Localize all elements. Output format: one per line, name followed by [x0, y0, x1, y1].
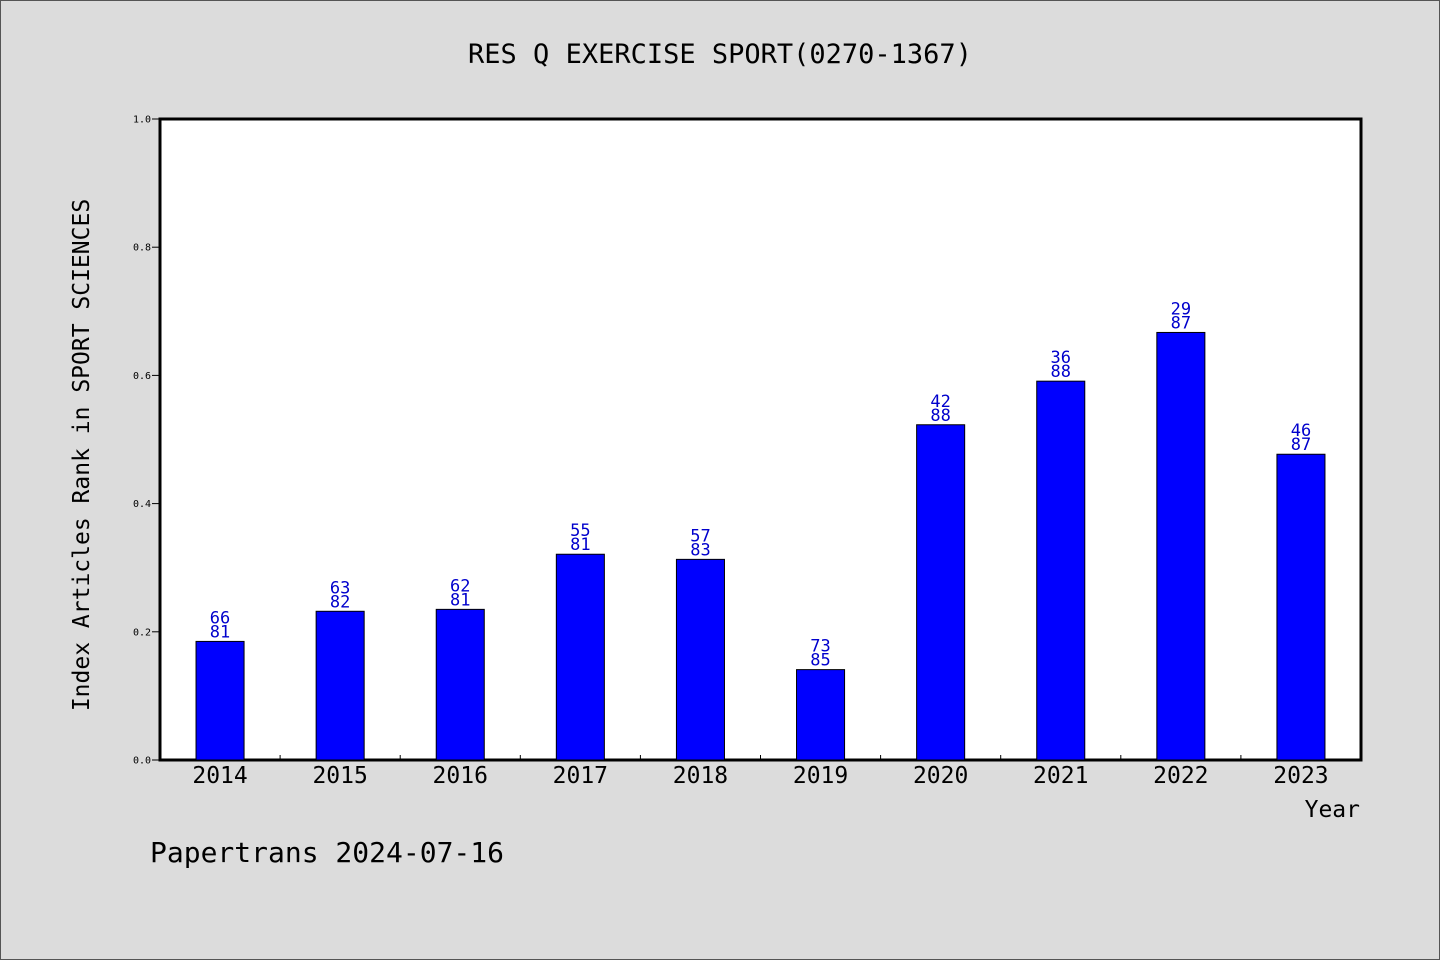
bar: [675, 558, 725, 761]
y-tick-label: 0.6: [133, 371, 151, 382]
x-tick-label: 2019: [793, 763, 848, 789]
footer-credit: Papertrans 2024-07-16: [150, 836, 504, 869]
x-tick-label: 2017: [553, 763, 608, 789]
chart-title: RES Q EXERCISE SPORT(0270-1367): [468, 39, 972, 70]
bar-total-label: 88: [930, 406, 950, 426]
bar-rank-label: 55: [570, 521, 590, 541]
y-tick-label: 0.8: [133, 243, 151, 254]
x-tick-label: 2023: [1273, 763, 1328, 789]
x-tick-label: 2020: [913, 763, 968, 789]
x-axis: 2014 2015 2016 2017 2018 2019 2020 2021 2022 2023: [192, 755, 1329, 789]
bar: [1156, 331, 1206, 761]
bar-total-label: 81: [210, 622, 230, 642]
x-tick-label: 2022: [1153, 763, 1208, 789]
y-tick-label: 0.4: [133, 499, 151, 510]
y-tick-label: 0.0: [133, 756, 151, 767]
x-axis-label: Year: [1305, 797, 1360, 823]
bar: [1276, 453, 1326, 761]
bar: [796, 669, 846, 761]
bar-total-label: 88: [1051, 362, 1071, 382]
bar-rank-label: 29: [1171, 299, 1191, 319]
bar-rank-label: 42: [930, 392, 950, 412]
bar-total-label: 87: [1171, 313, 1191, 333]
x-tick-label: 2015: [312, 763, 367, 789]
bar-rank-label: 57: [690, 526, 710, 546]
x-tick-label: 2021: [1033, 763, 1088, 789]
bar-total-label: 85: [810, 651, 830, 671]
y-axis-label: Index Articles Rank in SPORT SCIENCES: [69, 199, 95, 711]
bar-total-label: 81: [570, 535, 590, 555]
bar-rank-label: 46: [1291, 421, 1311, 441]
bar: [435, 608, 485, 761]
x-tick-label: 2014: [192, 763, 247, 789]
bar: [555, 553, 605, 761]
bar: [195, 640, 245, 761]
bar-rank-label: 36: [1051, 348, 1071, 368]
bar-rank-label: 63: [330, 578, 350, 598]
bar: [916, 424, 966, 761]
y-tick-label: 1.0: [133, 115, 151, 126]
y-axis: 0.0 0.2 0.4 0.6 0.8 1.0: [133, 115, 160, 767]
bar-total-label: 81: [450, 590, 470, 610]
bar-total-label: 83: [690, 540, 710, 560]
bar-total-label: 82: [330, 592, 350, 612]
x-tick-label: 2016: [433, 763, 488, 789]
bar-total-label: 87: [1291, 435, 1311, 455]
bar-rank-label: 73: [810, 637, 830, 657]
bar: [315, 610, 365, 761]
bar: [1036, 380, 1086, 761]
bar-rank-label: 66: [210, 608, 230, 628]
y-tick-label: 0.2: [133, 627, 151, 638]
x-tick-label: 2018: [673, 763, 728, 789]
bar-rank-label: 62: [450, 576, 470, 596]
